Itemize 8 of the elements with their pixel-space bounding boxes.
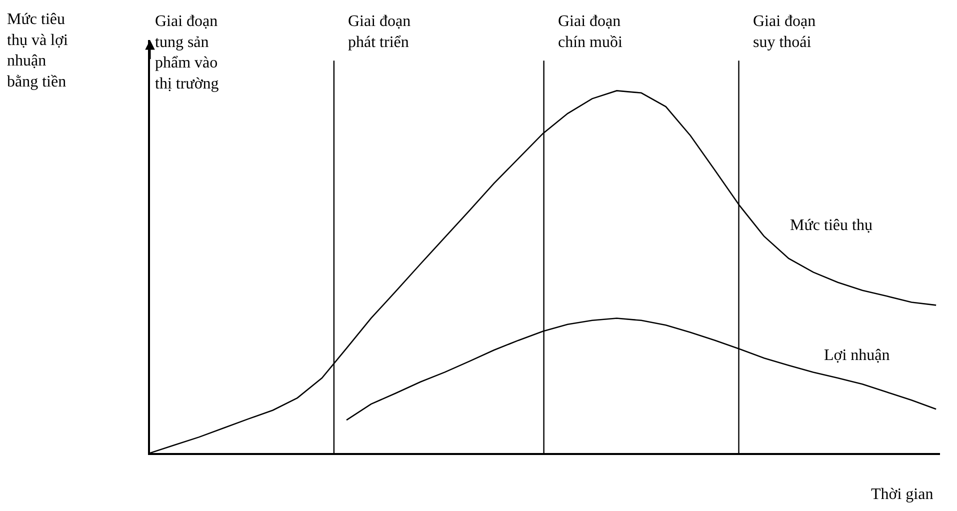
- x-axis-title: Thời gian: [871, 486, 934, 503]
- series-label: Lợi nhuận: [824, 347, 890, 364]
- text: Mức tiêu thụ và lợi nhuận bằng tiền: [7, 11, 68, 90]
- text: Giai đoạn phát triển: [348, 13, 411, 51]
- series-label: Mức tiêu thụ: [790, 217, 872, 234]
- text: Giai đoạn suy thoái: [753, 13, 816, 51]
- annotation: Giai đoạn tung sản phẩm vào thị trường: [155, 13, 219, 92]
- text: Giai đoạn chín muồi: [558, 13, 623, 51]
